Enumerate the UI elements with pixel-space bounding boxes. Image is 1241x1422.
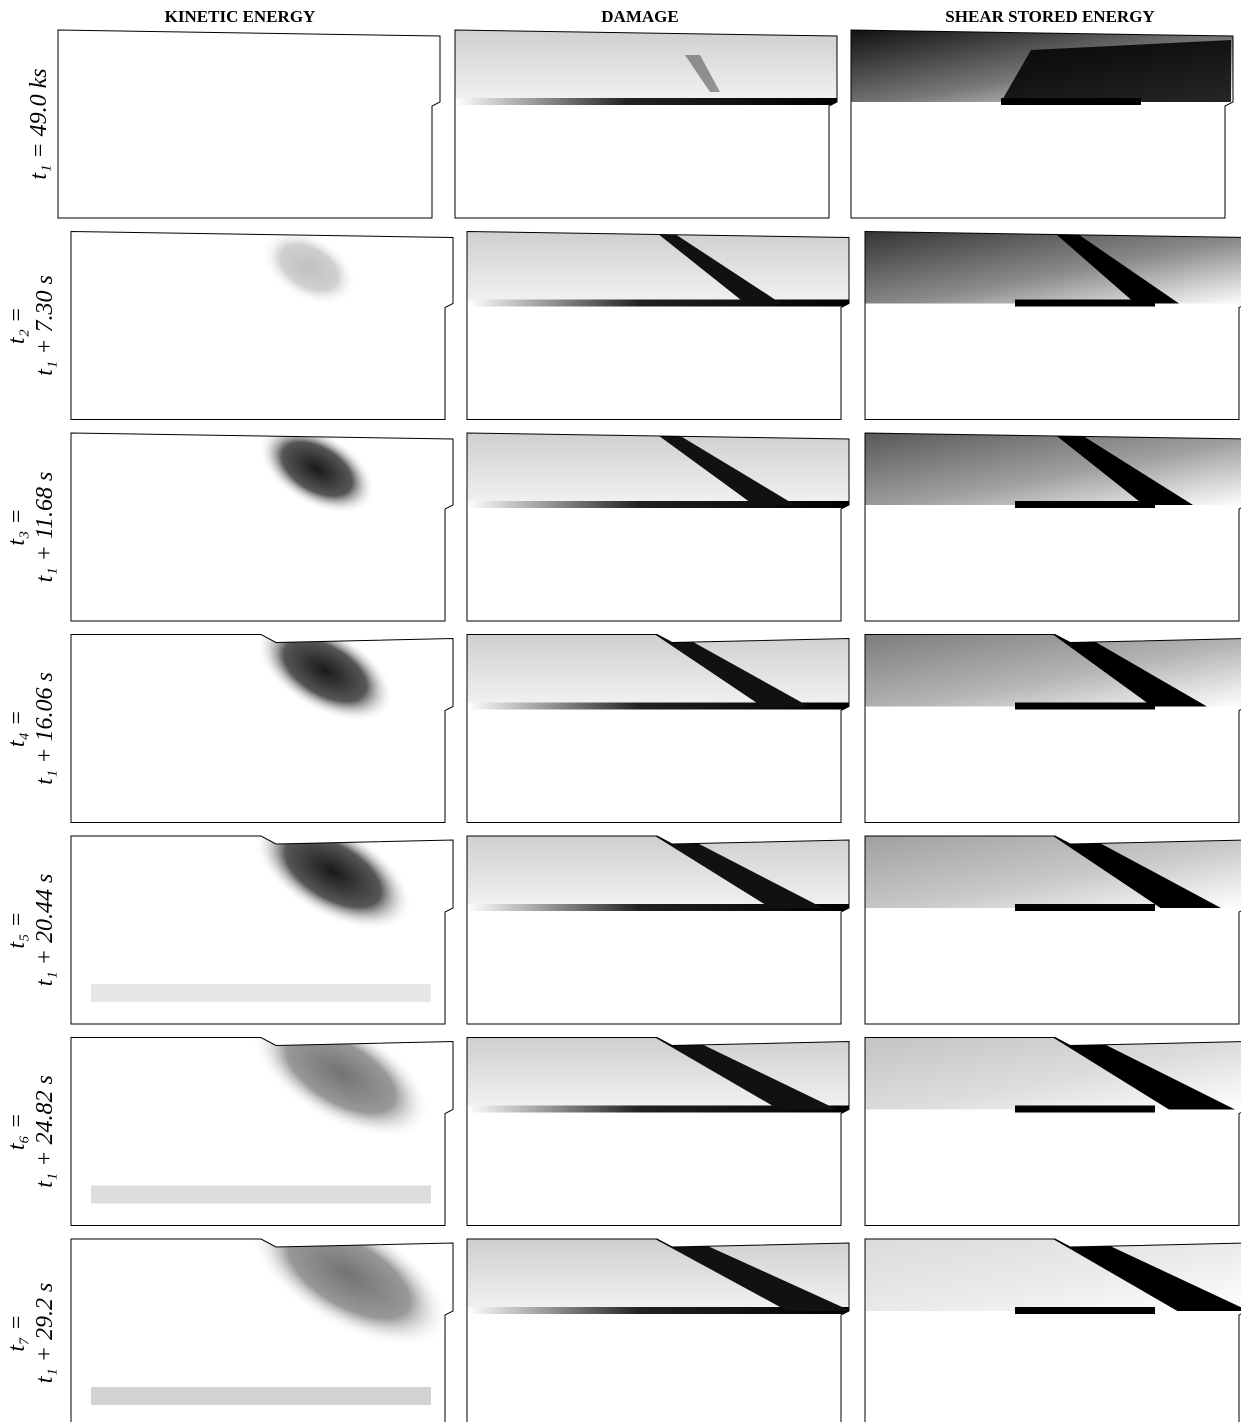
row-label: t₄ =t₁ + 16.06 s bbox=[4, 672, 58, 785]
panel bbox=[71, 1174, 472, 1422]
kinetic-wave bbox=[248, 214, 370, 321]
panel-content bbox=[865, 635, 1241, 710]
fault bbox=[1015, 1106, 1155, 1113]
panel-content bbox=[244, 406, 391, 532]
row-label-line: t₁ + 7.30 s bbox=[32, 275, 58, 376]
panel bbox=[455, 30, 837, 218]
row-labels: t₁ = 49.0 ks t₂ =t₁ + 7.30 s t₃ =t₁ + 11.6… bbox=[4, 68, 58, 1383]
panel bbox=[865, 232, 1241, 420]
top-layer bbox=[467, 635, 849, 707]
panel bbox=[865, 433, 1241, 621]
panel bbox=[71, 214, 453, 420]
panel bbox=[71, 982, 453, 1226]
panel-content bbox=[467, 635, 849, 710]
row-label: t₁ = 49.0 ks bbox=[26, 68, 52, 179]
panel bbox=[467, 232, 849, 420]
top-layer bbox=[865, 232, 1241, 304]
panel-content bbox=[239, 598, 411, 743]
panel bbox=[467, 433, 849, 621]
figure: KINETIC ENERGY DAMAGE SHEAR STORED ENERG… bbox=[0, 0, 1241, 1422]
panel-content bbox=[455, 30, 837, 105]
kinetic-wave bbox=[230, 982, 451, 1165]
fault bbox=[455, 98, 837, 105]
panel bbox=[71, 790, 453, 1024]
panel-content bbox=[467, 232, 849, 307]
row-label-line: t₃ = bbox=[4, 508, 30, 545]
kinetic-wave bbox=[226, 1174, 472, 1376]
panel bbox=[851, 30, 1233, 218]
kinetic-wave bbox=[91, 1387, 431, 1405]
column-header: SHEAR STORED ENERGY bbox=[945, 7, 1154, 26]
kinetic-wave bbox=[91, 1186, 431, 1204]
row-label-line: t₁ + 24.82 s bbox=[32, 1075, 58, 1188]
kinetic-wave bbox=[244, 406, 391, 532]
panel-content bbox=[467, 433, 849, 508]
top-layer bbox=[865, 433, 1241, 505]
top-layer bbox=[467, 232, 849, 304]
row-label-line: t₇ = bbox=[4, 1314, 30, 1351]
panel bbox=[865, 635, 1241, 823]
panel bbox=[71, 598, 453, 823]
panel-content bbox=[865, 232, 1241, 307]
panel-content bbox=[467, 1239, 851, 1314]
fault bbox=[1015, 703, 1155, 710]
top-layer bbox=[467, 433, 849, 505]
row-label-line: t₁ = 49.0 ks bbox=[26, 68, 52, 179]
row-label: t₅ =t₁ + 20.44 s bbox=[4, 874, 58, 987]
panel-content bbox=[865, 836, 1241, 911]
row-label-line: t₄ = bbox=[4, 710, 30, 747]
panel bbox=[71, 406, 453, 621]
row-label-line: t₆ = bbox=[4, 1113, 30, 1150]
panel-content bbox=[91, 790, 431, 1002]
panel bbox=[467, 836, 849, 1024]
row-label-line: t₂ = bbox=[4, 307, 30, 344]
panel bbox=[865, 1038, 1241, 1226]
panel bbox=[865, 1239, 1241, 1422]
panel-outline bbox=[58, 30, 440, 218]
kinetic-wave bbox=[239, 598, 411, 743]
panel bbox=[865, 836, 1241, 1024]
fault bbox=[1015, 501, 1155, 508]
panel-content bbox=[851, 30, 1233, 105]
row-label: t₂ =t₁ + 7.30 s bbox=[4, 275, 58, 376]
fault bbox=[467, 300, 849, 307]
column-header: KINETIC ENERGY bbox=[165, 7, 316, 26]
panel-content bbox=[865, 1038, 1241, 1113]
panel-content bbox=[467, 1038, 849, 1113]
row-label-line: t₁ + 11.68 s bbox=[32, 472, 58, 583]
panels bbox=[58, 30, 1241, 1422]
kinetic-wave bbox=[91, 984, 431, 1002]
top-layer bbox=[455, 30, 837, 102]
fault bbox=[1015, 1307, 1155, 1314]
fault bbox=[1015, 904, 1155, 911]
panel-content bbox=[865, 433, 1241, 508]
panel bbox=[467, 1239, 851, 1422]
panel bbox=[467, 1038, 849, 1226]
row-label-line: t₁ + 20.44 s bbox=[32, 874, 58, 987]
panel-content bbox=[91, 1174, 472, 1405]
row-label: t₆ =t₁ + 24.82 s bbox=[4, 1075, 58, 1188]
panel-outline bbox=[71, 232, 453, 420]
panel-content bbox=[91, 982, 452, 1204]
panel-content bbox=[248, 214, 370, 321]
kinetic-wave bbox=[235, 790, 431, 954]
row-label-line: t₁ + 29.2 s bbox=[32, 1283, 58, 1384]
row-label: t₇ =t₁ + 29.2 s bbox=[4, 1283, 58, 1384]
row-label: t₃ =t₁ + 11.68 s bbox=[4, 472, 58, 583]
panel bbox=[467, 635, 849, 823]
row-label-line: t₅ = bbox=[4, 911, 30, 948]
row-label-line: t₁ + 16.06 s bbox=[32, 672, 58, 785]
panel-content bbox=[467, 836, 849, 911]
column-header: DAMAGE bbox=[601, 7, 678, 26]
panel-content bbox=[865, 1239, 1241, 1314]
panel bbox=[58, 30, 440, 218]
